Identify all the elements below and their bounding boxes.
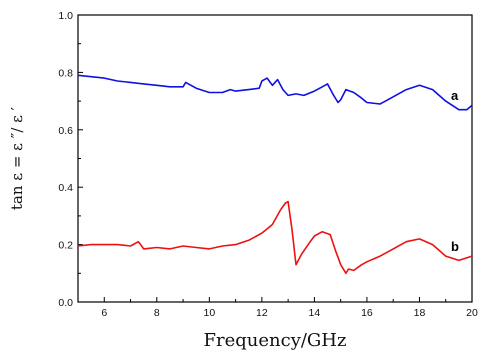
y-tick-label: 0.8: [58, 67, 73, 79]
x-tick-label: 16: [361, 307, 373, 319]
y-tick-label: 0.6: [58, 125, 73, 137]
x-tick-label: 20: [466, 307, 478, 319]
y-tick-label: 0.4: [58, 182, 73, 194]
x-axis-label: Frequency/GHz: [204, 330, 347, 351]
y-tick-label: 0.0: [58, 297, 73, 309]
plot-area: [77, 14, 473, 303]
y-axis-label: tan ε = ε ″/ ε ′: [8, 106, 26, 210]
y-tick-label: 1.0: [58, 10, 73, 22]
y-tick-label: 0.2: [58, 240, 73, 252]
x-tick-label: 14: [309, 307, 321, 319]
x-tick-label: 6: [101, 307, 107, 319]
series-layer: [77, 74, 473, 275]
x-tick-label: 18: [414, 307, 426, 319]
x-axis: 6 8 10 12 14 16 18 20: [77, 297, 478, 319]
series-label-b: b: [451, 239, 459, 254]
x-tick-label: 8: [154, 307, 160, 319]
plot-border: [77, 14, 473, 303]
series-line-a: [77, 74, 473, 111]
x-tick-label: 10: [203, 307, 215, 319]
series-label-a: a: [451, 88, 459, 103]
y-axis: 0.0 0.2 0.4 0.6 0.8 1.0: [58, 10, 83, 309]
x-tick-label: 12: [256, 307, 268, 319]
series-line-b: [77, 200, 473, 275]
